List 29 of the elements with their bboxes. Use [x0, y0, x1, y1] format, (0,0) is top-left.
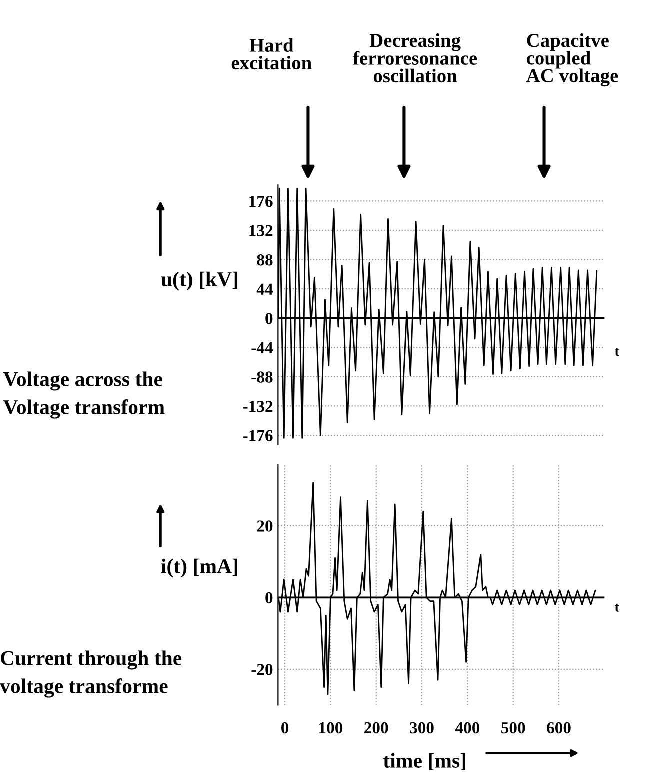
- y-tick-label: -88: [252, 372, 273, 383]
- y-tick-label: -176: [243, 430, 273, 442]
- x-tick-label: 0: [281, 722, 289, 734]
- x-axis-title: time [ms]: [384, 753, 466, 771]
- x-tick-label: 200: [364, 722, 388, 734]
- x-tick-label: 600: [547, 722, 571, 734]
- text: Decreasing ferroresonance oscillation: [353, 34, 478, 83]
- y-tick-label: 132: [250, 225, 273, 236]
- x-tick-label: 300: [410, 722, 434, 734]
- y-tick-label: -44: [252, 342, 274, 354]
- y-axis-title: u(t) [kV]: [161, 272, 238, 291]
- text: t: [614, 604, 620, 612]
- y-axis-title: i(t) [mA]: [161, 558, 238, 578]
- y-tick-label: 0: [266, 592, 273, 604]
- text: Voltage across the Voltage transform: [4, 372, 165, 419]
- y-tick-label: 44: [256, 284, 274, 295]
- y-tick-label: 176: [250, 196, 273, 208]
- x-tick-label: 100: [320, 722, 343, 734]
- y-tick-label: -132: [243, 400, 273, 412]
- y-tick-label: 0: [266, 313, 273, 324]
- y-tick-label: 88: [257, 254, 273, 266]
- y-tick-label: -20: [252, 664, 273, 676]
- text: Current through the voltage transforme: [0, 650, 182, 698]
- x-tick-label: 400: [455, 722, 480, 734]
- y-tick-label: 20: [257, 520, 273, 532]
- text: Capacitve coupled AC voltage: [526, 34, 618, 87]
- x-tick-label: 500: [502, 722, 526, 734]
- text: Hard excitation: [232, 38, 312, 70]
- text: t: [614, 348, 620, 356]
